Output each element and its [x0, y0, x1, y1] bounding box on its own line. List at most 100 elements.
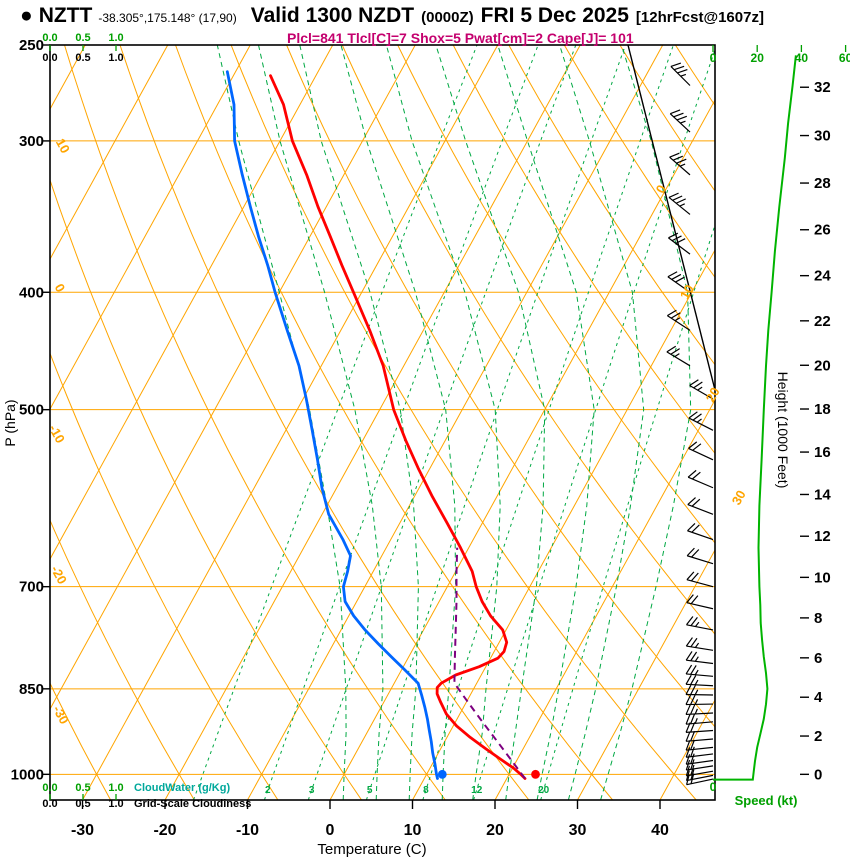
svg-text:250: 250 [19, 37, 44, 54]
dry-adiabat-line [50, 518, 195, 800]
svg-text:10: 10 [404, 822, 422, 839]
dry-adiabat-line [50, 352, 279, 800]
isotherm-line [577, 548, 715, 800]
speed-profile [713, 55, 797, 781]
moist-adiabat-line [258, 45, 384, 800]
mixing-ratio-line [422, 45, 674, 800]
svg-text:1.0: 1.0 [108, 782, 123, 794]
svg-text:24: 24 [814, 268, 831, 285]
svg-text:10: 10 [53, 136, 73, 156]
svg-text:0: 0 [814, 766, 822, 783]
wind-barb-column [666, 62, 714, 786]
moist-adiabat-line [600, 45, 692, 800]
svg-text:1.0: 1.0 [108, 32, 123, 44]
dry-adiabat-line [119, 45, 530, 800]
svg-text:4: 4 [814, 689, 823, 706]
dry-adiabat-line [397, 45, 715, 544]
svg-text:30: 30 [729, 488, 749, 508]
svg-text:20: 20 [814, 357, 831, 374]
mixing-ratio-line [473, 48, 715, 800]
dry-adiabat-line [286, 45, 715, 728]
moist-adiabat-line [340, 45, 457, 800]
dry-adiabat-line [230, 45, 697, 800]
isotherm-line [82, 45, 499, 800]
svg-text:0.0: 0.0 [42, 52, 57, 64]
svg-text:0.0: 0.0 [42, 782, 57, 794]
dry-adiabat-line [508, 45, 715, 366]
svg-text:60: 60 [839, 51, 850, 65]
svg-text:3: 3 [309, 785, 315, 796]
moist-adiabat-line [299, 45, 419, 800]
forecast-tag: [12hrFcst@1607z] [635, 9, 764, 26]
dewpoint-curve [225, 70, 439, 780]
isotherm-line [50, 45, 169, 261]
valid-date: FRI 5 Dec 2025 [480, 4, 629, 27]
dry-adiabat-line [452, 45, 715, 455]
dry-adiabat-line [563, 45, 715, 279]
svg-text:0: 0 [710, 780, 717, 794]
svg-text:1.0: 1.0 [108, 798, 123, 810]
svg-text:1000: 1000 [11, 766, 44, 783]
svg-text:14: 14 [814, 486, 831, 503]
temperature-curve [269, 74, 527, 780]
svg-text:-30: -30 [71, 822, 94, 839]
mixing-ratio-line [193, 45, 478, 800]
svg-text:10: 10 [814, 569, 831, 586]
svg-text:Grid-Scale Cloudiness: Grid-Scale Cloudiness [134, 798, 251, 810]
isotherm-line [329, 98, 715, 800]
svg-text:Height (1000 Feet): Height (1000 Feet) [775, 372, 791, 489]
svg-text:32: 32 [814, 79, 831, 96]
svg-text:0.5: 0.5 [75, 782, 90, 794]
svg-text:-10: -10 [236, 822, 259, 839]
surface-markers [437, 769, 540, 779]
svg-text:-30: -30 [50, 703, 72, 727]
svg-text:P (hPa): P (hPa) [2, 399, 18, 446]
moist-adiabat-line [216, 45, 347, 800]
svg-text:40: 40 [795, 51, 809, 65]
svg-text:0: 0 [653, 182, 670, 196]
svg-text:CloudWater (g/Kg): CloudWater (g/Kg) [134, 782, 230, 794]
isotherm-line [50, 45, 251, 411]
svg-text:18: 18 [814, 401, 831, 418]
svg-text:2: 2 [814, 728, 822, 745]
dry-adiabat-line [50, 178, 363, 800]
svg-text:20: 20 [703, 385, 723, 405]
plot-frame [49, 44, 716, 801]
svg-text:26: 26 [814, 222, 831, 239]
plot-border [49, 44, 716, 801]
svg-text:10: 10 [677, 282, 697, 302]
svg-text:Temperature (C): Temperature (C) [317, 841, 426, 858]
svg-text:0.0: 0.0 [42, 798, 57, 810]
svg-text:40: 40 [651, 822, 669, 839]
svg-text:0: 0 [710, 51, 717, 65]
svg-text:1.0: 1.0 [108, 52, 123, 64]
mixing-ratio-line [307, 45, 577, 800]
sounding-parameters: Plcl=841 Tlcl[C]=7 Shox=5 Pwat[cm]=2 Cap… [287, 30, 634, 46]
dry-adiabat-line [619, 45, 715, 192]
moist-adiabat-line [497, 45, 595, 800]
svg-text:500: 500 [19, 402, 44, 419]
svg-text:6: 6 [814, 650, 822, 667]
svg-text:5: 5 [367, 785, 373, 796]
isotherm-line [50, 45, 416, 711]
svg-text:0: 0 [326, 822, 335, 839]
header: ● NZTT -38.305°,175.148° (17,90) Valid 1… [20, 4, 764, 28]
mixing-ratio-line [263, 45, 539, 800]
svg-text:16: 16 [814, 444, 831, 461]
speed-profile-line [713, 55, 797, 781]
grid-line-labels: 0 10 20 30 10 0 -10 -20 -30 2 3 5 8 12 20 [46, 136, 749, 796]
skewt-boundary-line [627, 44, 716, 391]
svg-text:Speed (kt): Speed (kt) [735, 793, 798, 808]
svg-text:-20: -20 [48, 563, 70, 587]
profiles [225, 70, 527, 780]
svg-text:300: 300 [19, 133, 44, 150]
svg-text:30: 30 [814, 128, 831, 145]
svg-text:0.5: 0.5 [75, 52, 90, 64]
cloud-scales: 0.0 0.0 0.0 0.0 0.5 0.5 0.5 0.5 1.0 1.0 1.0 1.0 Clou… [42, 32, 251, 810]
svg-text:12: 12 [471, 785, 483, 796]
svg-text:-20: -20 [153, 822, 176, 839]
